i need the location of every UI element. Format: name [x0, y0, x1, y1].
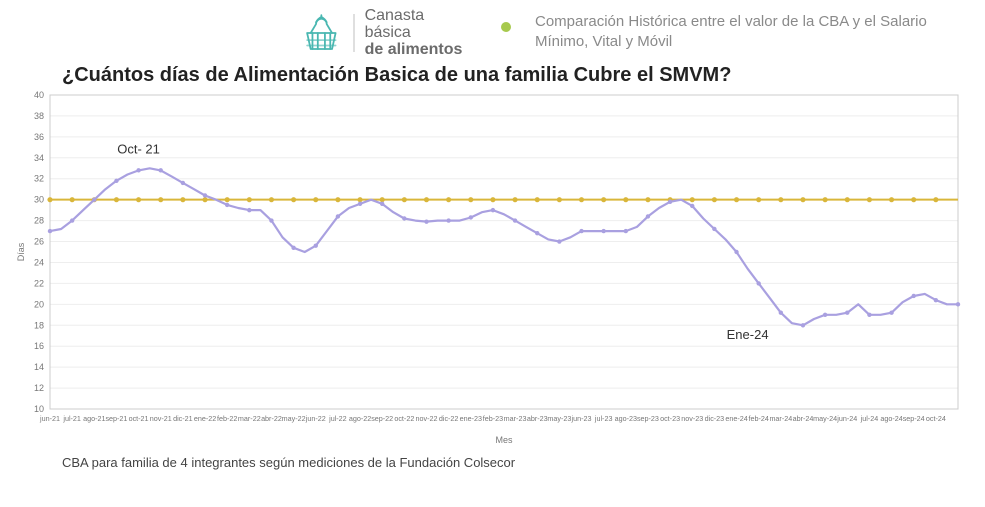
svg-text:ago-22: ago-22	[349, 414, 371, 423]
svg-text:may-24: may-24	[813, 414, 837, 423]
svg-text:nov-22: nov-22	[415, 414, 437, 423]
svg-text:Oct- 21: Oct- 21	[117, 142, 160, 157]
svg-text:14: 14	[34, 363, 44, 373]
svg-text:40: 40	[34, 90, 44, 100]
svg-text:Días: Días	[16, 243, 26, 262]
svg-text:ene-24: ene-24	[725, 414, 747, 423]
footnote: CBA para familia de 4 integrantes según …	[62, 455, 985, 470]
svg-text:mar-22: mar-22	[238, 414, 261, 423]
svg-text:28: 28	[34, 216, 44, 226]
svg-text:ene-22: ene-22	[194, 414, 216, 423]
svg-text:mar-23: mar-23	[504, 414, 527, 423]
svg-text:ago-21: ago-21	[83, 414, 105, 423]
logo-divider	[353, 12, 355, 54]
svg-text:ene-23: ene-23	[460, 414, 482, 423]
svg-text:18: 18	[34, 321, 44, 331]
svg-text:feb-23: feb-23	[483, 414, 503, 423]
svg-text:abr-22: abr-22	[261, 414, 282, 423]
svg-text:abr-23: abr-23	[527, 414, 548, 423]
svg-text:oct-22: oct-22	[394, 414, 414, 423]
svg-text:sep-23: sep-23	[637, 414, 659, 423]
svg-text:jun-21: jun-21	[39, 414, 60, 423]
logo-block: Canasta básica de alimentos	[300, 8, 467, 58]
chart-area: 10121416182022242628303234363840jun-21ju…	[12, 89, 972, 449]
svg-text:sep-24: sep-24	[903, 414, 925, 423]
svg-text:sep-21: sep-21	[105, 414, 127, 423]
svg-text:34: 34	[34, 153, 44, 163]
svg-text:26: 26	[34, 237, 44, 247]
basket-icon	[300, 10, 343, 56]
svg-text:jun-22: jun-22	[305, 414, 326, 423]
svg-text:20: 20	[34, 300, 44, 310]
svg-text:feb-22: feb-22	[217, 414, 237, 423]
svg-text:38: 38	[34, 111, 44, 121]
svg-text:16: 16	[34, 342, 44, 352]
svg-text:oct-21: oct-21	[129, 414, 149, 423]
svg-text:dic-22: dic-22	[439, 414, 459, 423]
svg-text:jul-24: jul-24	[860, 414, 879, 423]
svg-text:Ene-24: Ene-24	[727, 327, 769, 342]
svg-text:dic-23: dic-23	[705, 414, 725, 423]
header-subtitle: Comparación Histórica entre el valor de …	[535, 12, 965, 51]
svg-text:Mes: Mes	[495, 435, 513, 445]
svg-text:ago-24: ago-24	[880, 414, 902, 423]
svg-text:oct-23: oct-23	[660, 414, 680, 423]
logo-line1: Canasta básica	[365, 8, 467, 42]
svg-text:jul-21: jul-21	[62, 414, 81, 423]
svg-text:ago-23: ago-23	[615, 414, 637, 423]
logo-line2: de alimentos	[365, 42, 467, 59]
svg-text:dic-21: dic-21	[173, 414, 193, 423]
svg-text:30: 30	[34, 195, 44, 205]
svg-text:12: 12	[34, 383, 44, 393]
svg-text:10: 10	[34, 404, 44, 414]
logo-text: Canasta básica de alimentos	[365, 8, 467, 58]
svg-text:22: 22	[34, 279, 44, 289]
svg-text:jul-22: jul-22	[328, 414, 347, 423]
svg-text:may-22: may-22	[282, 414, 306, 423]
svg-text:may-23: may-23	[547, 414, 571, 423]
svg-text:32: 32	[34, 174, 44, 184]
svg-text:nov-23: nov-23	[681, 414, 703, 423]
svg-text:36: 36	[34, 132, 44, 142]
svg-text:jun-24: jun-24	[836, 414, 857, 423]
svg-text:jul-23: jul-23	[594, 414, 613, 423]
svg-text:24: 24	[34, 258, 44, 268]
svg-text:mar-24: mar-24	[769, 414, 792, 423]
bullet-icon	[501, 22, 511, 32]
svg-text:jun-23: jun-23	[571, 414, 592, 423]
svg-text:abr-24: abr-24	[793, 414, 814, 423]
header: Canasta básica de alimentos Comparación …	[0, 0, 985, 58]
svg-text:nov-21: nov-21	[150, 414, 172, 423]
line-chart: 10121416182022242628303234363840jun-21ju…	[12, 89, 972, 449]
chart-title: ¿Cuántos días de Alimentación Basica de …	[62, 64, 985, 87]
svg-text:oct-24: oct-24	[926, 414, 946, 423]
svg-text:feb-24: feb-24	[748, 414, 768, 423]
svg-text:sep-22: sep-22	[371, 414, 393, 423]
